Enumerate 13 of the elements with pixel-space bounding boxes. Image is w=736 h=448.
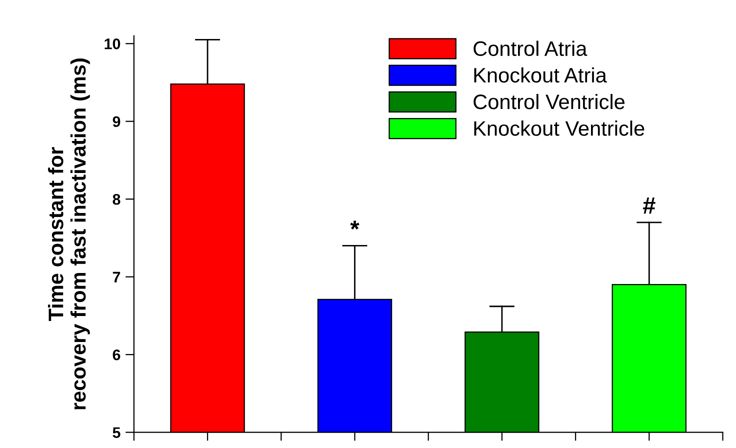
- data-label: *: [350, 220, 360, 230]
- y-tick-label: 8: [112, 194, 120, 205]
- y-tick-label: 7: [112, 272, 120, 282]
- y-tick-label: 5: [112, 427, 120, 438]
- legend-label: Knockout Ventricle: [474, 120, 644, 136]
- legend-label: Knockout Atria: [474, 67, 607, 83]
- y-axis-title: Time constant for recovery from fast inactivation (ms): [48, 58, 90, 410]
- legend-label: Control Ventricle: [474, 94, 624, 110]
- y-tick-label: 10: [104, 38, 120, 50]
- y-tick-label: 9: [112, 116, 120, 128]
- legend-label: Control Atria: [474, 40, 588, 56]
- y-tick-label: 6: [112, 349, 120, 360]
- data-label: #: [642, 198, 656, 214]
